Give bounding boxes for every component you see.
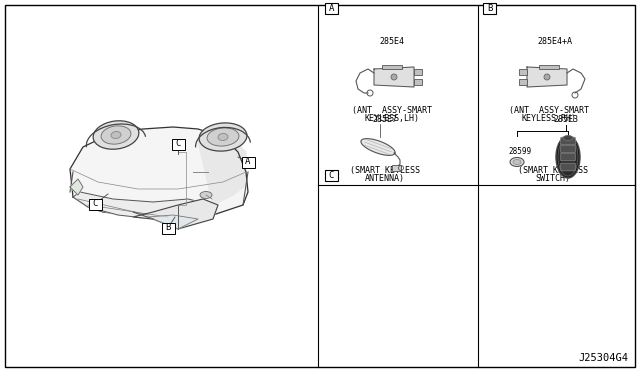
Text: (ANT  ASSY-SMART: (ANT ASSY-SMART: [352, 106, 432, 115]
Bar: [382, 65, 402, 69]
Ellipse shape: [513, 160, 521, 164]
Polygon shape: [148, 215, 198, 229]
Text: (SMART KEYLESS: (SMART KEYLESS: [350, 166, 420, 174]
FancyBboxPatch shape: [561, 163, 575, 171]
Bar: [172, 138, 184, 150]
Text: J25304G4: J25304G4: [578, 353, 628, 363]
Bar: [519, 69, 527, 75]
Text: B: B: [487, 4, 492, 13]
Text: 285E4: 285E4: [380, 38, 404, 46]
Polygon shape: [70, 179, 83, 195]
Text: (ANT  ASSY-SMART: (ANT ASSY-SMART: [509, 106, 589, 115]
Ellipse shape: [199, 123, 247, 151]
Bar: [414, 69, 422, 75]
Polygon shape: [374, 67, 414, 87]
Text: A: A: [329, 4, 334, 13]
Text: 285E7: 285E7: [372, 115, 397, 125]
Text: KEYLESS,LH): KEYLESS,LH): [365, 115, 419, 124]
Circle shape: [391, 74, 397, 80]
Ellipse shape: [563, 135, 573, 141]
Text: SWITCH): SWITCH): [536, 174, 570, 183]
Text: (SMART KEYLESS: (SMART KEYLESS: [518, 166, 588, 174]
Text: C: C: [175, 140, 180, 148]
Text: B: B: [165, 224, 171, 232]
Bar: [241, 157, 255, 167]
FancyBboxPatch shape: [561, 137, 575, 145]
Polygon shape: [361, 139, 395, 155]
Ellipse shape: [556, 136, 580, 178]
Text: C: C: [92, 199, 98, 208]
Text: ANTENNA): ANTENNA): [365, 174, 405, 183]
Ellipse shape: [101, 126, 131, 144]
Bar: [325, 3, 338, 14]
Text: 285E3: 285E3: [554, 115, 579, 125]
Ellipse shape: [558, 138, 578, 176]
Text: 28599: 28599: [508, 148, 532, 157]
Ellipse shape: [111, 131, 121, 138]
Ellipse shape: [510, 157, 524, 167]
Bar: [539, 65, 559, 69]
Bar: [392, 165, 401, 171]
Bar: [483, 3, 496, 14]
Bar: [325, 170, 338, 181]
Circle shape: [544, 74, 550, 80]
FancyBboxPatch shape: [561, 145, 575, 153]
Bar: [161, 222, 175, 234]
Ellipse shape: [200, 192, 212, 199]
FancyBboxPatch shape: [561, 153, 575, 161]
Polygon shape: [73, 192, 213, 219]
Bar: [88, 199, 102, 209]
Text: KEYLESS,RH): KEYLESS,RH): [522, 115, 577, 124]
Ellipse shape: [218, 134, 228, 141]
Text: 285E4+A: 285E4+A: [538, 38, 573, 46]
Polygon shape: [133, 199, 218, 229]
Bar: [519, 79, 527, 85]
Polygon shape: [198, 135, 246, 205]
Ellipse shape: [93, 121, 139, 149]
Ellipse shape: [207, 128, 239, 146]
Bar: [414, 79, 422, 85]
Text: C: C: [329, 171, 334, 180]
Text: A: A: [245, 157, 251, 167]
Polygon shape: [70, 127, 248, 217]
Polygon shape: [527, 67, 567, 87]
